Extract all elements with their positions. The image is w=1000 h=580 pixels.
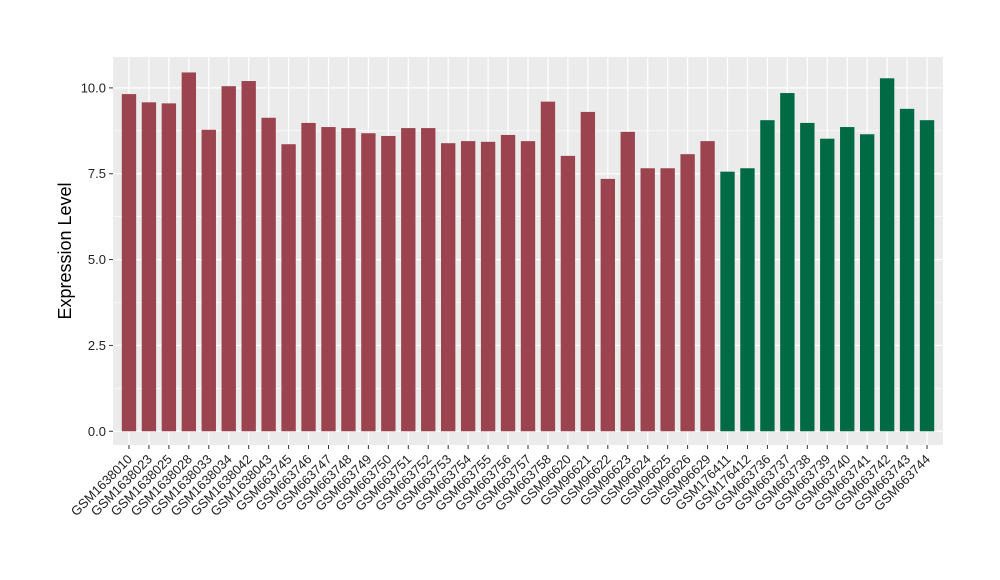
- bar-GSM1638043: [261, 117, 276, 432]
- bar-GSM1638033: [201, 129, 216, 432]
- bar-GSM663738: [800, 122, 815, 432]
- bar-GSM663748: [341, 128, 356, 432]
- bar-GSM663753: [441, 143, 456, 432]
- bar-GSM96625: [660, 168, 675, 432]
- bar-GSM663754: [460, 141, 476, 432]
- y-tick-label: 5.0: [88, 252, 106, 267]
- bar-GSM663746: [301, 122, 316, 432]
- bar-GSM663758: [540, 101, 556, 432]
- bar-GSM1638023: [141, 102, 157, 432]
- y-axis-title: Expression Level: [55, 182, 75, 319]
- bar-GSM663757: [520, 141, 536, 432]
- bars: [121, 72, 935, 432]
- bar-GSM96626: [680, 154, 695, 432]
- y-tick-label: 10.0: [81, 80, 106, 95]
- bar-GSM96622: [600, 178, 615, 432]
- bar-GSM663744: [919, 120, 935, 432]
- bar-GSM96624: [640, 168, 655, 432]
- bar-GSM96620: [560, 155, 576, 432]
- x-axis: GSM1638010GSM1638023GSM1638025GSM1638028…: [68, 445, 933, 519]
- bar-GSM663752: [421, 128, 436, 432]
- bar-GSM1638042: [241, 81, 256, 432]
- bar-GSM1638010: [121, 94, 137, 432]
- bar-GSM96621: [580, 111, 596, 432]
- bar-GSM663740: [840, 127, 855, 432]
- bar-GSM663736: [760, 120, 775, 432]
- bar-GSM96623: [620, 131, 635, 432]
- bar-GSM663742: [879, 78, 895, 432]
- bar-GSM1638028: [181, 72, 197, 432]
- bar-GSM663749: [361, 133, 376, 432]
- y-tick-label: 7.5: [88, 166, 106, 181]
- bar-GSM176412: [740, 168, 755, 432]
- bar-GSM96629: [700, 141, 715, 432]
- bar-GSM663747: [321, 127, 336, 432]
- bar-GSM663756: [500, 134, 516, 432]
- bar-GSM663737: [780, 93, 795, 432]
- bar-GSM1638034: [221, 86, 236, 432]
- y-axis: 0.0 2.5 5.0 7.5 10.0: [81, 80, 113, 439]
- bar-GSM663739: [820, 138, 835, 432]
- bar-GSM663751: [401, 128, 416, 432]
- bar-GSM1638025: [161, 103, 177, 432]
- bar-GSM663750: [381, 135, 396, 432]
- bar-GSM663745: [281, 144, 296, 432]
- y-tick-label: 2.5: [88, 338, 106, 353]
- bar-GSM663755: [480, 141, 496, 432]
- bar-GSM176411: [720, 171, 735, 432]
- bar-GSM663743: [899, 108, 915, 432]
- bar-GSM663741: [859, 134, 875, 432]
- y-tick-label: 0.0: [88, 424, 106, 439]
